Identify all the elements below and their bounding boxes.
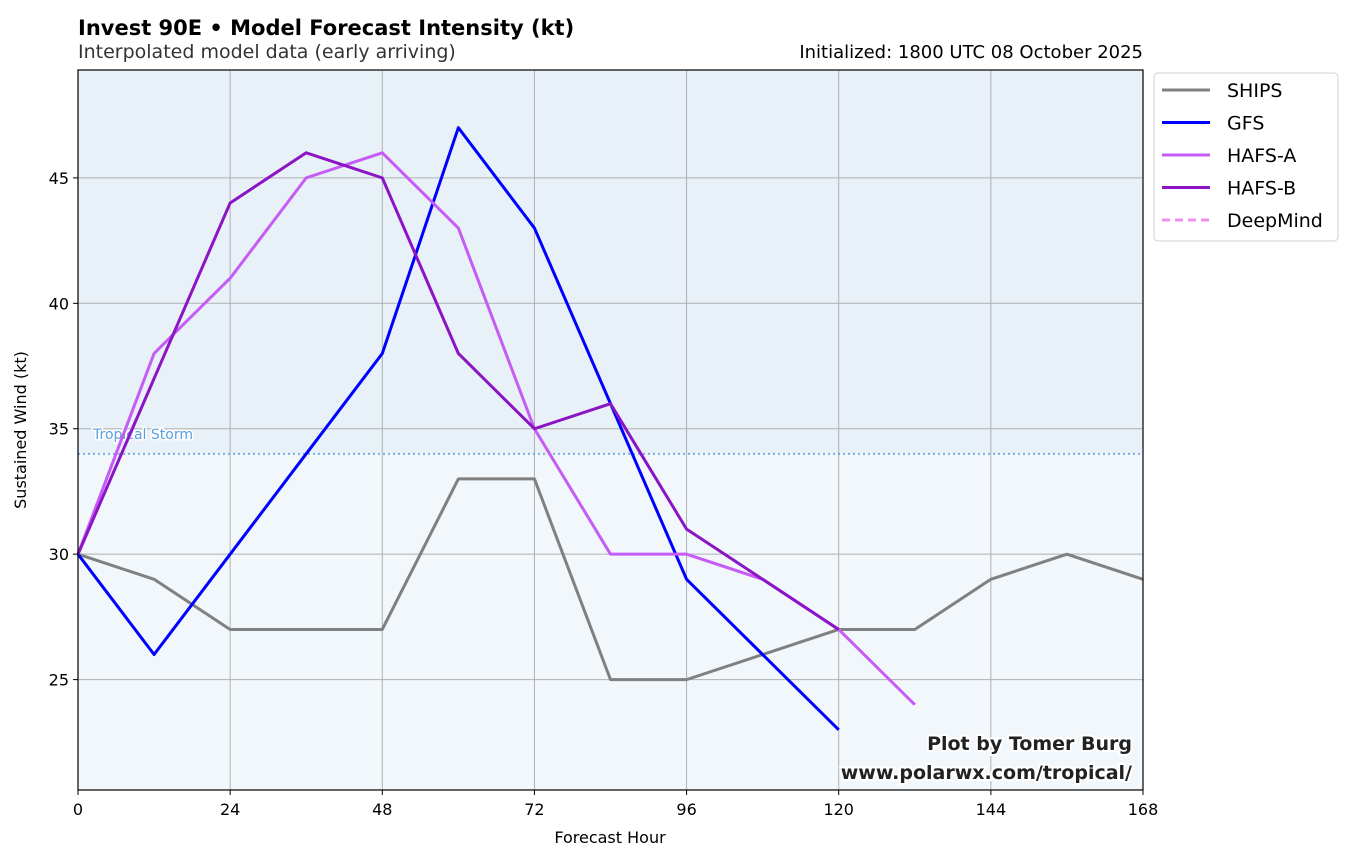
x-tick-label: 144 bbox=[976, 800, 1007, 819]
background-below-threshold bbox=[78, 453, 1143, 790]
background-above-threshold bbox=[78, 70, 1143, 454]
x-tick-label: 168 bbox=[1128, 800, 1159, 819]
x-tick-label: 48 bbox=[372, 800, 392, 819]
x-tick-label: 0 bbox=[73, 800, 83, 819]
y-tick-label: 35 bbox=[49, 420, 69, 439]
y-tick-label: 30 bbox=[49, 545, 69, 564]
series-line-gfs bbox=[76, 126, 840, 731]
x-tick-label: 120 bbox=[823, 800, 854, 819]
x-tick-label: 96 bbox=[676, 800, 696, 819]
y-tick-label: 25 bbox=[49, 671, 69, 690]
series-line-ships bbox=[77, 477, 1144, 682]
y-axis-label: Sustained Wind (kt) bbox=[11, 351, 30, 509]
legend-label-hafs-b: HAFS-B bbox=[1227, 178, 1296, 200]
init-time: Initialized: 1800 UTC 08 October 2025 bbox=[799, 42, 1143, 63]
legend-label-ships: SHIPS bbox=[1227, 80, 1282, 102]
x-axis-label: Forecast Hour bbox=[554, 828, 666, 847]
legend-label-gfs: GFS bbox=[1227, 113, 1264, 135]
legend: SHIPS GFS HAFS-A HAFS-B DeepMind bbox=[1153, 72, 1339, 242]
tropical-storm-label: Tropical Storm bbox=[92, 427, 193, 443]
chart-subtitle: Interpolated model data (early arriving) bbox=[78, 41, 456, 63]
legend-label-hafs-a: HAFS-A bbox=[1227, 145, 1296, 167]
credit-line-2: www.polarwx.com/tropical/ bbox=[841, 762, 1132, 784]
x-tick-label: 24 bbox=[220, 800, 240, 819]
plot-area: 0 24 48 72 96 120 144 168 25 30 35 40 45 Tropical Sto… bbox=[49, 69, 1159, 819]
y-tick-label: 45 bbox=[49, 169, 69, 188]
legend-label-deepmind: DeepMind bbox=[1227, 210, 1323, 232]
series-line-hafs-b bbox=[76, 151, 840, 631]
credit-line-1: Plot by Tomer Burg bbox=[927, 733, 1132, 755]
chart-title: Invest 90E • Model Forecast Intensity (k… bbox=[78, 16, 574, 40]
legend-box bbox=[1153, 72, 1339, 242]
x-tick-label: 72 bbox=[524, 800, 544, 819]
plot-frame bbox=[77, 69, 1144, 791]
y-tick-label: 40 bbox=[49, 294, 69, 313]
